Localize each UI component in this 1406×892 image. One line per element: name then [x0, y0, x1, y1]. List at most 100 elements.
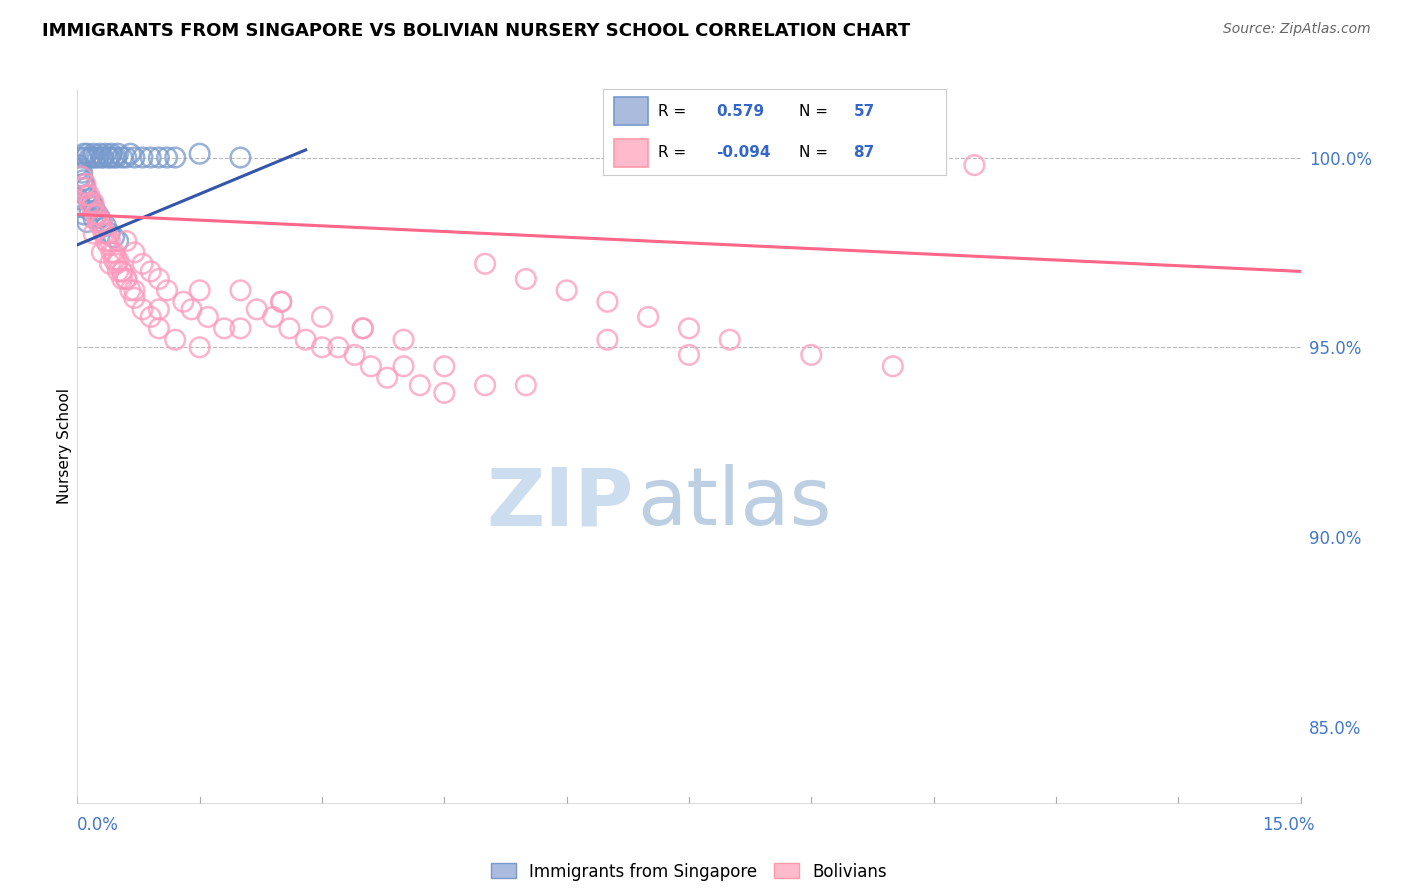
Point [84, 207, 107, 221]
Point [94, 146, 117, 161]
Point [148, 302, 170, 317]
Point [375, 370, 398, 384]
Point [262, 310, 284, 324]
Point [120, 284, 142, 298]
Point [107, 234, 129, 248]
Text: ZIP: ZIP [486, 464, 634, 542]
Text: atlas: atlas [637, 464, 832, 542]
Text: 0.579: 0.579 [716, 103, 765, 119]
Point [73, 146, 96, 161]
Point [165, 333, 187, 347]
Point [80, 151, 103, 165]
Point [83, 146, 105, 161]
Point [80, 196, 103, 211]
Point [87, 215, 110, 229]
Point [555, 284, 578, 298]
Point [188, 284, 211, 298]
Point [79, 192, 101, 206]
Point [70, 169, 93, 184]
Text: 15.0%: 15.0% [1263, 816, 1315, 834]
Point [124, 291, 146, 305]
Text: Source: ZipAtlas.com: Source: ZipAtlas.com [1223, 22, 1371, 37]
Point [83, 196, 105, 211]
Point [515, 378, 537, 392]
Point [67, 158, 90, 172]
Point [83, 227, 105, 241]
Point [131, 257, 153, 271]
Point [111, 151, 134, 165]
Point [93, 151, 115, 165]
Point [596, 333, 619, 347]
Point [392, 359, 415, 374]
Point [90, 215, 112, 229]
Point [678, 348, 700, 362]
Point [515, 272, 537, 286]
Text: 0.0%: 0.0% [77, 816, 120, 834]
Point [105, 257, 128, 271]
Point [246, 302, 269, 317]
Point [596, 294, 619, 309]
Point [115, 272, 138, 286]
Bar [613, 97, 648, 125]
Point [180, 302, 202, 317]
Point [103, 151, 125, 165]
Point [409, 378, 432, 392]
Point [882, 359, 904, 374]
Point [94, 234, 117, 248]
Point [139, 310, 162, 324]
Point [131, 151, 153, 165]
Point [105, 151, 128, 165]
Bar [613, 139, 648, 167]
Point [90, 215, 112, 229]
Point [311, 340, 333, 354]
Point [87, 151, 110, 165]
Point [79, 196, 101, 211]
Point [76, 188, 98, 202]
Point [678, 321, 700, 335]
Text: 57: 57 [853, 103, 875, 119]
Point [111, 264, 134, 278]
Point [124, 284, 146, 298]
Point [107, 264, 129, 278]
Point [131, 302, 153, 317]
Point [188, 340, 211, 354]
Text: 87: 87 [853, 145, 875, 161]
Point [75, 188, 97, 202]
Point [148, 321, 170, 335]
Point [84, 151, 107, 165]
Point [800, 348, 823, 362]
Point [87, 207, 110, 221]
Point [156, 284, 179, 298]
Point [89, 146, 111, 161]
Point [97, 237, 120, 252]
Point [69, 161, 91, 176]
Point [474, 257, 496, 271]
Point [94, 219, 117, 233]
Point [188, 146, 211, 161]
Point [97, 151, 120, 165]
Point [73, 177, 96, 191]
Text: R =: R = [658, 103, 686, 119]
Point [352, 321, 374, 335]
Point [474, 378, 496, 392]
Point [73, 181, 96, 195]
Point [70, 200, 93, 214]
Point [172, 294, 194, 309]
Point [124, 245, 146, 260]
Point [80, 200, 103, 214]
Point [229, 321, 252, 335]
Point [718, 333, 741, 347]
Legend: Immigrants from Singapore, Bolivians: Immigrants from Singapore, Bolivians [484, 856, 894, 888]
Point [294, 333, 316, 347]
Text: N =: N = [799, 103, 828, 119]
Point [111, 264, 134, 278]
Point [229, 151, 252, 165]
Point [156, 151, 179, 165]
Point [69, 169, 91, 184]
Point [84, 203, 107, 218]
Point [89, 219, 111, 233]
Point [83, 211, 105, 226]
Point [139, 151, 162, 165]
Point [79, 203, 101, 218]
Point [90, 245, 112, 260]
